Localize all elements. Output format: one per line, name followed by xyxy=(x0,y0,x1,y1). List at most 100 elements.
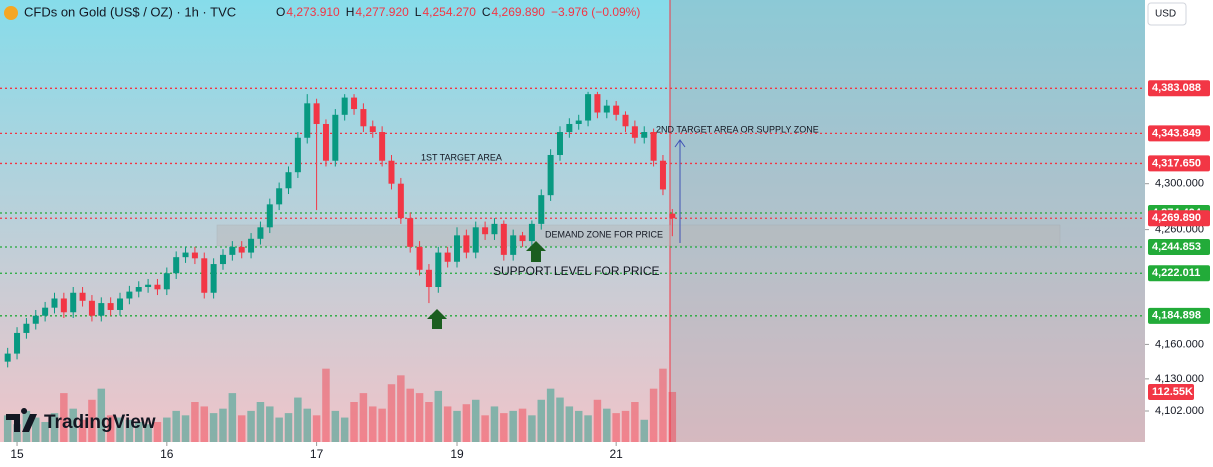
candle-body xyxy=(257,227,264,239)
volume-bar xyxy=(556,397,564,442)
candle-body xyxy=(70,292,77,313)
volume-bar xyxy=(116,417,124,442)
candle-body xyxy=(341,97,348,115)
level-label-bg xyxy=(1148,125,1210,142)
ohlc-value: 4,269.890 xyxy=(492,5,546,19)
candle-body xyxy=(631,126,638,138)
volume-bar xyxy=(490,406,499,442)
volume-bar xyxy=(537,399,546,442)
level-label: 4,383.088 xyxy=(1152,82,1201,94)
candle-body xyxy=(622,114,629,127)
volume-bar xyxy=(191,402,199,442)
candle-body xyxy=(201,258,208,293)
ohlc-key: L xyxy=(415,5,422,19)
volume-bar xyxy=(284,413,293,442)
volume-bar xyxy=(350,402,358,442)
candle-body xyxy=(454,235,461,262)
candle-body xyxy=(556,132,563,155)
volume-bar xyxy=(312,415,321,442)
currency-button[interactable] xyxy=(1147,2,1187,26)
candle-body xyxy=(650,132,657,161)
annotation: DEMAND ZONE FOR PRICE xyxy=(545,229,663,239)
volume-bar xyxy=(32,417,40,442)
candle-body xyxy=(304,103,311,138)
volume-bar xyxy=(509,410,517,442)
annotation: 2ND TARGET AREA OR SUPPLY ZONE xyxy=(656,124,819,134)
candle-body xyxy=(248,238,255,253)
volume-bar xyxy=(172,410,180,442)
candle-body xyxy=(388,160,395,184)
candle-body xyxy=(322,123,329,161)
candle-body xyxy=(51,298,58,308)
candle-body xyxy=(285,172,292,189)
candle-body xyxy=(42,307,49,316)
candle-body xyxy=(126,291,133,299)
level-label: 4,269.890 xyxy=(1152,212,1201,224)
volume-bar xyxy=(481,415,489,442)
volume-bar xyxy=(228,393,237,442)
future-shade xyxy=(670,0,1145,442)
y-tick-label: 4,260.000 xyxy=(1155,224,1204,236)
x-tick-label: 21 xyxy=(609,447,623,461)
candle-body xyxy=(351,97,358,110)
volume-bar xyxy=(546,388,555,442)
volume-bar xyxy=(574,410,583,442)
level-label-bg xyxy=(1148,80,1210,97)
volume-bar xyxy=(528,415,536,442)
level-label-bg xyxy=(1148,307,1210,324)
candle-body xyxy=(669,213,676,219)
volume-bar xyxy=(415,393,424,442)
ohlc-value: 4,254.270 xyxy=(422,5,476,19)
volume-bar xyxy=(584,415,592,442)
volume-bar xyxy=(275,417,283,442)
volume-bar xyxy=(303,408,311,442)
volume-bar xyxy=(200,406,209,442)
volume-bar xyxy=(69,408,77,442)
candle-body xyxy=(444,252,451,262)
candle-body xyxy=(60,298,67,313)
symbol-title: CFDs on Gold (US$ / OZ) · 1h · TVC xyxy=(24,4,236,19)
volume-bar xyxy=(237,415,246,442)
candle-body xyxy=(379,132,386,161)
annotation: 1ST TARGET AREA xyxy=(421,152,502,162)
volume-bar xyxy=(247,410,255,442)
volume-bar xyxy=(621,410,630,442)
brand-name: TradingView xyxy=(44,412,156,433)
candle-body xyxy=(407,218,414,247)
volume-bar xyxy=(406,388,414,442)
change: −3.976 (−0.09%) xyxy=(551,5,640,19)
candle-body xyxy=(32,315,39,324)
x-tick-label: 16 xyxy=(160,447,174,461)
brand-logo: TradingView xyxy=(6,408,156,433)
candle-body xyxy=(154,284,161,290)
candle-body xyxy=(313,103,320,124)
volume-bar xyxy=(88,399,96,442)
candle-body xyxy=(4,353,11,362)
candle-body xyxy=(14,332,21,354)
target-arrow-head xyxy=(674,139,686,148)
volume-bar xyxy=(41,422,49,442)
candle-body xyxy=(276,188,283,205)
time-axis xyxy=(0,442,1145,467)
volume-bar xyxy=(294,397,302,442)
volume-bar xyxy=(378,408,386,442)
volume-bar xyxy=(322,368,330,442)
plot-background xyxy=(0,0,1145,442)
candle-body xyxy=(500,223,507,255)
candle-body xyxy=(519,235,526,242)
candle-body xyxy=(360,109,367,127)
candle-body xyxy=(547,154,554,196)
candle-body xyxy=(210,264,217,293)
level-label-bg xyxy=(1148,155,1210,172)
volume-bar xyxy=(266,406,274,442)
y-tick-label: 4,130.000 xyxy=(1155,373,1204,385)
volume-bar xyxy=(106,415,115,442)
ohlc-key: H xyxy=(346,5,355,19)
volume-bar xyxy=(78,419,87,442)
volume-bar xyxy=(659,368,667,442)
volume-bar xyxy=(163,417,171,442)
volume-bar xyxy=(256,402,265,442)
volume-bar xyxy=(125,419,134,442)
candle-body xyxy=(369,126,376,133)
